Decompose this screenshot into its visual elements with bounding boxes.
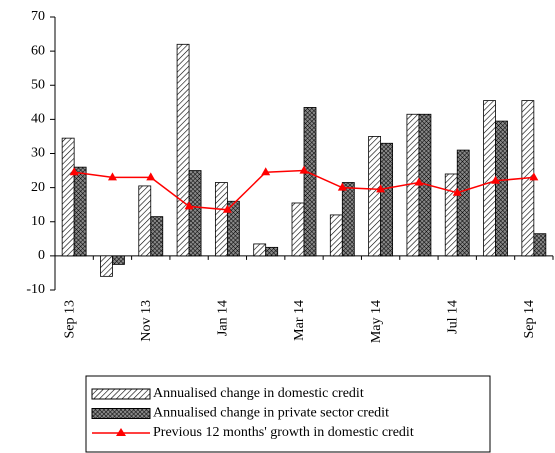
y-tick-label: 50 — [31, 77, 45, 92]
y-tick-label: 0 — [38, 248, 45, 263]
x-tick-label: Jul 14 — [445, 300, 460, 334]
marker — [146, 172, 156, 181]
legend-label: Annualised change in private sector cred… — [153, 406, 389, 421]
bar — [188, 170, 202, 257]
marker — [376, 184, 386, 193]
y-tick-label: -10 — [26, 282, 45, 297]
marker — [452, 187, 462, 196]
legend-swatch — [116, 428, 126, 436]
y-tick-label: 70 — [31, 9, 45, 24]
marker — [69, 167, 79, 176]
legend-swatch — [91, 408, 151, 419]
y-tick-label: 40 — [31, 112, 45, 127]
legend-swatch — [91, 388, 151, 400]
x-tick-label: Sep 14 — [522, 300, 537, 339]
marker — [107, 172, 117, 181]
bar — [73, 166, 87, 257]
bar — [138, 185, 152, 257]
marker — [337, 182, 347, 191]
marker — [261, 167, 271, 176]
bar — [291, 202, 305, 257]
bar — [483, 100, 496, 257]
bar — [150, 216, 164, 257]
x-tick-label: May 14 — [369, 300, 384, 343]
legend-label: Previous 12 months' growth in domestic c… — [153, 425, 414, 440]
bar — [265, 246, 279, 257]
x-tick-label: Nov 13 — [139, 300, 154, 342]
x-tick-label: Jan 14 — [216, 300, 231, 336]
legend-label: Annualised change in domestic credit — [153, 386, 364, 401]
bar — [533, 233, 547, 257]
bar — [176, 43, 190, 257]
y-tick-label: 20 — [31, 180, 45, 195]
bar — [329, 214, 343, 257]
bar — [444, 173, 458, 257]
bar — [112, 255, 125, 265]
x-tick-label: Mar 14 — [292, 300, 307, 341]
marker — [299, 165, 309, 174]
bar — [341, 182, 355, 257]
bar — [368, 136, 382, 257]
marker — [222, 204, 232, 213]
legend-box — [85, 375, 491, 453]
bar — [380, 142, 394, 257]
marker — [529, 172, 539, 181]
bar — [303, 107, 317, 257]
bar — [61, 137, 75, 257]
marker — [414, 177, 424, 186]
y-tick-label: 10 — [31, 214, 45, 229]
bar — [456, 149, 470, 257]
marker — [184, 201, 194, 210]
marker — [491, 175, 501, 184]
bar — [100, 255, 113, 277]
bar — [214, 182, 228, 257]
x-tick-label: Sep 13 — [62, 300, 77, 339]
legend: Annualised change in domestic credit Annu… — [91, 386, 414, 440]
bar — [226, 200, 240, 257]
y-tick-label: 30 — [31, 146, 45, 161]
bar — [495, 120, 508, 257]
y-tick-label: 60 — [31, 43, 45, 58]
bar — [253, 243, 267, 257]
